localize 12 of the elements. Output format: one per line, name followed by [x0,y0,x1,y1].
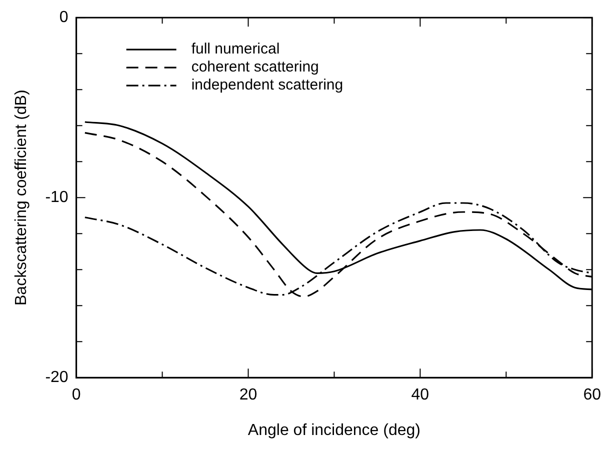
x-axis-title: Angle of incidence (deg) [248,422,420,439]
x-tick-label: 0 [72,386,81,404]
y-tick-label: 0 [59,9,68,26]
legend-label: coherent scattering [191,58,319,76]
legend-label: independent scattering [191,76,344,94]
legend-label: full numerical [191,40,280,58]
y-tick-label: -10 [45,189,68,206]
x-tick-label: 60 [583,386,602,404]
y-axis-title: Backscattering coefficient (dB) [13,90,30,306]
x-tick-label: 20 [239,386,258,404]
y-tick-label: -20 [45,369,68,386]
x-tick-label: 40 [411,386,430,404]
